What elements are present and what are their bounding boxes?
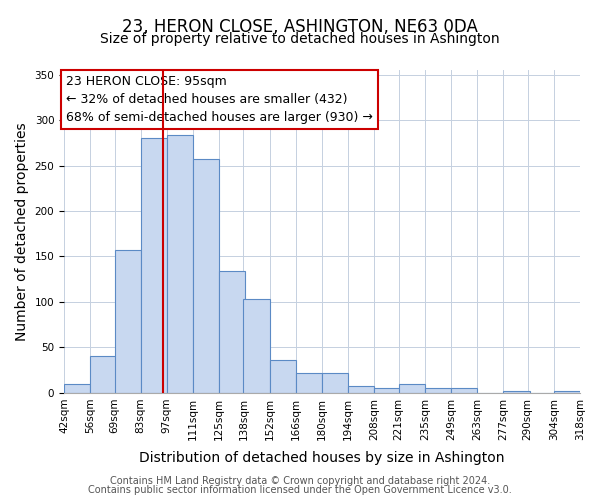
- Bar: [503, 391, 530, 393]
- Bar: [64, 384, 90, 393]
- Text: 23 HERON CLOSE: 95sqm
← 32% of detached houses are smaller (432)
68% of semi-det: 23 HERON CLOSE: 95sqm ← 32% of detached …: [66, 74, 373, 124]
- Bar: [140, 138, 167, 393]
- Bar: [244, 299, 269, 393]
- Bar: [425, 388, 451, 393]
- Y-axis label: Number of detached properties: Number of detached properties: [15, 122, 29, 341]
- Bar: [296, 373, 322, 393]
- Bar: [398, 384, 425, 393]
- Text: Contains HM Land Registry data © Crown copyright and database right 2024.: Contains HM Land Registry data © Crown c…: [110, 476, 490, 486]
- Text: 23, HERON CLOSE, ASHINGTON, NE63 0DA: 23, HERON CLOSE, ASHINGTON, NE63 0DA: [122, 18, 478, 36]
- Bar: [374, 388, 401, 393]
- Bar: [348, 386, 374, 393]
- Text: Size of property relative to detached houses in Ashington: Size of property relative to detached ho…: [100, 32, 500, 46]
- Bar: [90, 356, 116, 393]
- X-axis label: Distribution of detached houses by size in Ashington: Distribution of detached houses by size …: [139, 451, 505, 465]
- Bar: [219, 271, 245, 393]
- Text: Contains public sector information licensed under the Open Government Licence v3: Contains public sector information licen…: [88, 485, 512, 495]
- Bar: [554, 391, 580, 393]
- Bar: [269, 360, 296, 393]
- Bar: [451, 388, 477, 393]
- Bar: [167, 136, 193, 393]
- Bar: [193, 159, 219, 393]
- Bar: [115, 250, 140, 393]
- Bar: [322, 373, 348, 393]
